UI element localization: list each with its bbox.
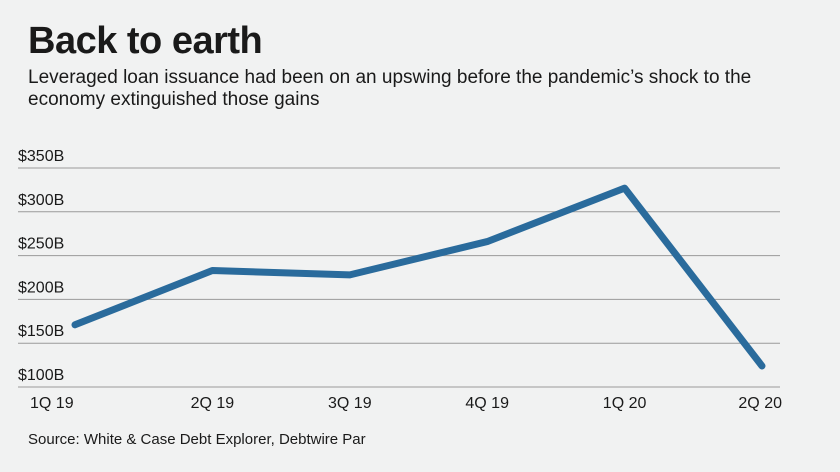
series-layer [71,184,766,370]
x-tick-label: 2Q 20 [738,395,782,412]
x-tick-label: 1Q 20 [603,395,647,412]
x-tick-label: 3Q 19 [328,395,372,412]
y-tick-label: $150B [18,323,64,340]
y-tick-label: $100B [18,367,64,384]
y-tick-label: $300B [18,192,64,209]
series-line [71,184,766,370]
x-axis-ticks: 1Q 19 2Q 19 3Q 19 4Q 19 1Q 20 2Q 20 [30,395,782,412]
chart-title: Back to earth [28,20,263,62]
x-tick-label: 4Q 19 [465,395,509,412]
y-tick-label: $350B [18,148,64,165]
y-tick-label: $250B [18,236,64,253]
x-tick-label: 2Q 19 [191,395,235,412]
source-note: Source: White & Case Debt Explorer, Debt… [28,431,366,448]
y-tick-label: $200B [18,279,64,296]
x-tick-label: 1Q 19 [30,395,74,412]
chart-subtitle: Leveraged loan issuance had been on an u… [28,67,752,110]
y-axis-ticks: $100B $150B $200B $250B $300B $350B [18,148,64,384]
gridlines [18,167,780,388]
